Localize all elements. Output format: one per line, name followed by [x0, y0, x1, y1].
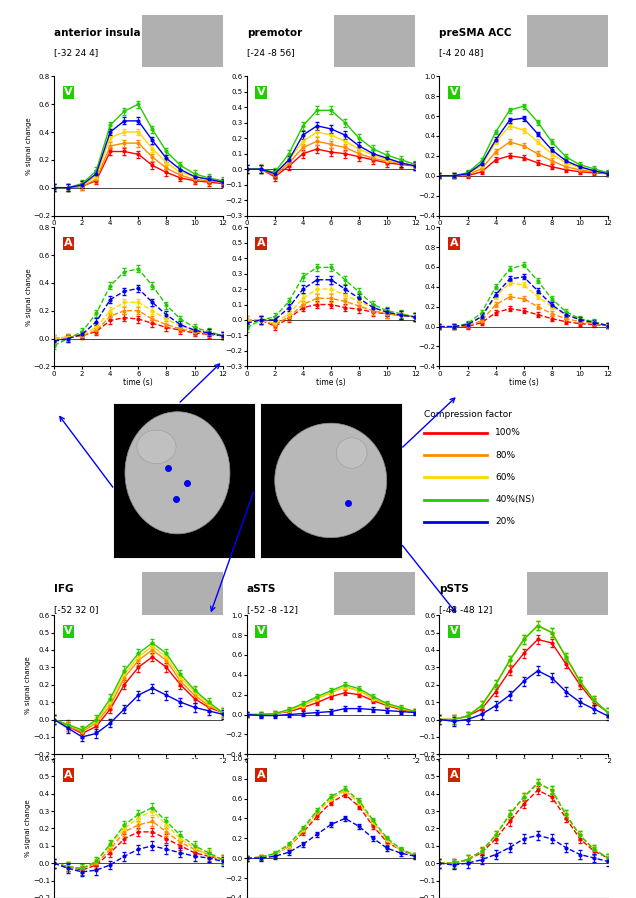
Text: 80%: 80%: [495, 451, 515, 460]
Ellipse shape: [137, 430, 176, 463]
Y-axis label: % signal change: % signal change: [25, 117, 32, 175]
Text: A: A: [257, 238, 265, 249]
Text: V: V: [450, 626, 458, 637]
Text: [-52 -8 -12]: [-52 -8 -12]: [247, 605, 298, 614]
X-axis label: time (s): time (s): [316, 766, 346, 775]
Text: A: A: [450, 770, 458, 780]
Y-axis label: % signal change: % signal change: [25, 799, 31, 858]
Ellipse shape: [125, 411, 230, 533]
Text: anterior insula: anterior insula: [54, 28, 141, 38]
Text: V: V: [257, 626, 265, 637]
Text: V: V: [257, 87, 265, 98]
Text: A: A: [450, 238, 458, 249]
X-axis label: time (s): time (s): [123, 227, 153, 236]
Text: V: V: [450, 87, 458, 98]
Text: [-48 -48 12]: [-48 -48 12]: [439, 605, 493, 614]
Text: A: A: [257, 770, 265, 780]
Text: Compression factor: Compression factor: [424, 409, 512, 418]
Y-axis label: % signal change: % signal change: [25, 656, 31, 714]
Text: 60%: 60%: [495, 473, 515, 482]
Text: premotor: premotor: [247, 28, 302, 38]
Text: [-4 20 48]: [-4 20 48]: [439, 48, 484, 57]
Text: V: V: [64, 87, 73, 98]
Text: 20%: 20%: [495, 517, 515, 526]
Text: aSTS: aSTS: [247, 585, 276, 594]
Text: [-24 -8 56]: [-24 -8 56]: [247, 48, 294, 57]
Text: preSMA ACC: preSMA ACC: [439, 28, 512, 38]
Ellipse shape: [336, 437, 367, 468]
Text: [-32 24 4]: [-32 24 4]: [54, 48, 99, 57]
X-axis label: time (s): time (s): [123, 378, 153, 387]
Text: V: V: [64, 626, 73, 637]
Text: IFG: IFG: [54, 585, 74, 594]
Ellipse shape: [275, 423, 387, 538]
X-axis label: time (s): time (s): [316, 227, 346, 236]
X-axis label: time (s): time (s): [509, 378, 539, 387]
Text: A: A: [64, 238, 73, 249]
Text: [-52 32 0]: [-52 32 0]: [54, 605, 99, 614]
X-axis label: time (s): time (s): [509, 766, 539, 775]
X-axis label: time (s): time (s): [509, 227, 539, 236]
Text: A: A: [64, 770, 73, 780]
Text: 40%(NS): 40%(NS): [495, 495, 535, 504]
X-axis label: time (s): time (s): [316, 378, 346, 387]
X-axis label: time (s): time (s): [123, 766, 153, 775]
Text: 100%: 100%: [495, 428, 521, 437]
Text: pSTS: pSTS: [439, 585, 469, 594]
Y-axis label: % signal change: % signal change: [25, 268, 32, 326]
